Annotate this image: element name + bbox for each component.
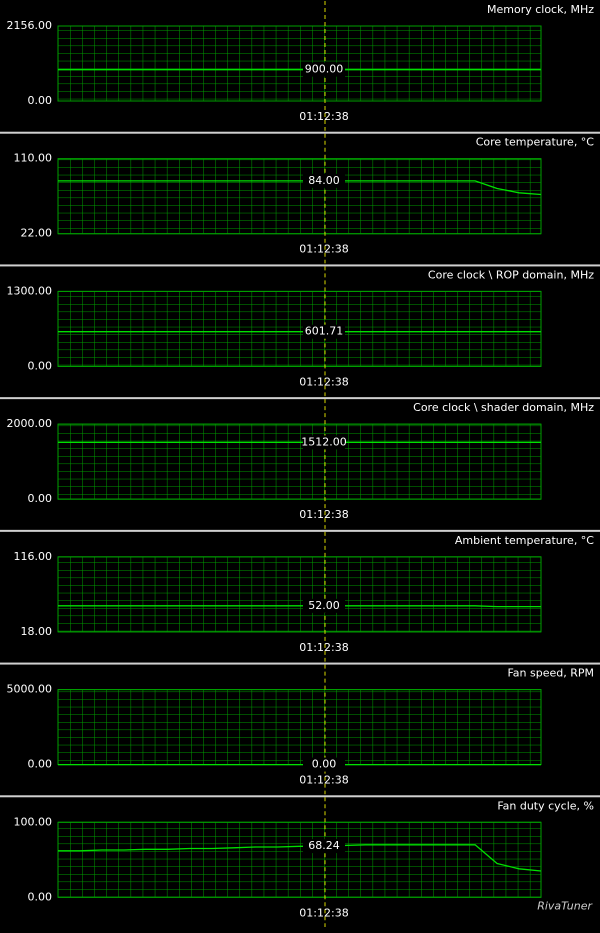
cursor-value-bg [303,173,345,188]
data-line [58,605,541,608]
y-tick-label: 0.00 [28,758,53,771]
y-tick-label: 0.00 [28,890,53,903]
chart-title: Core clock \ shader domain, MHz [413,401,594,414]
grid [57,556,542,633]
cursor-value-label: 1512.00 [301,435,347,448]
cursor-value-label: 900.00 [305,63,344,76]
watermark: RivaTuner [537,899,593,912]
y-tick-label: 0.00 [28,359,53,372]
panel-separator [0,397,600,400]
y-tick-label: 116.00 [14,550,53,563]
chart-title: Fan speed, RPM [507,667,594,680]
chart-title: Core clock \ ROP domain, MHz [428,268,594,281]
y-tick-label: 0.00 [28,492,53,505]
cursor-time: 01:12:38 [299,110,348,123]
cursor-value-bg [303,839,345,854]
cursor-value-label: 0.00 [312,758,337,771]
y-tick-label: 18.00 [21,625,53,638]
grid [57,290,542,367]
cursor-time: 01:12:38 [299,641,348,654]
y-tick-label: 22.00 [21,227,53,240]
cursor-value-bg [303,435,345,450]
cursor-value-bg [303,757,345,772]
chart-title: Fan duty cycle, % [497,799,594,812]
y-tick-label: 0.00 [28,94,53,107]
cursor-time: 01:12:38 [299,774,348,787]
y-tick-label: 5000.00 [7,683,53,696]
cursor-time: 01:12:38 [299,508,348,521]
grid [57,158,542,235]
y-tick-label: 110.00 [14,152,53,165]
y-tick-label: 100.00 [14,815,53,828]
panel-separator [0,131,600,134]
cursor-time: 01:12:38 [299,375,348,388]
cursor-value-label: 68.24 [308,839,340,852]
chart-title: Memory clock, MHz [487,3,594,16]
cursor-value-label: 84.00 [308,174,340,187]
y-tick-label: 2156.00 [7,19,53,32]
cursor-value-label: 52.00 [308,599,340,612]
cursor-value-label: 601.71 [305,325,344,338]
y-tick-label: 2000.00 [7,417,53,430]
grid [57,689,542,766]
panel-separator [0,264,600,267]
panel-separator [0,529,600,532]
panel-separator [0,795,600,798]
data-line [58,180,542,196]
data-line [58,844,542,872]
chart-title: Core temperature, °C [476,136,595,149]
cursor-time: 01:12:38 [299,906,348,919]
cursor-value-bg [303,62,345,77]
cursor-time: 01:12:38 [299,243,348,256]
grid [57,423,542,500]
cursor-value-bg [303,324,345,339]
panel-separator [0,662,600,665]
grid [57,821,542,898]
chart-title: Ambient temperature, °C [455,534,594,547]
cursor-value-bg [303,598,345,613]
grid [57,25,542,102]
y-tick-label: 1300.00 [7,284,53,297]
